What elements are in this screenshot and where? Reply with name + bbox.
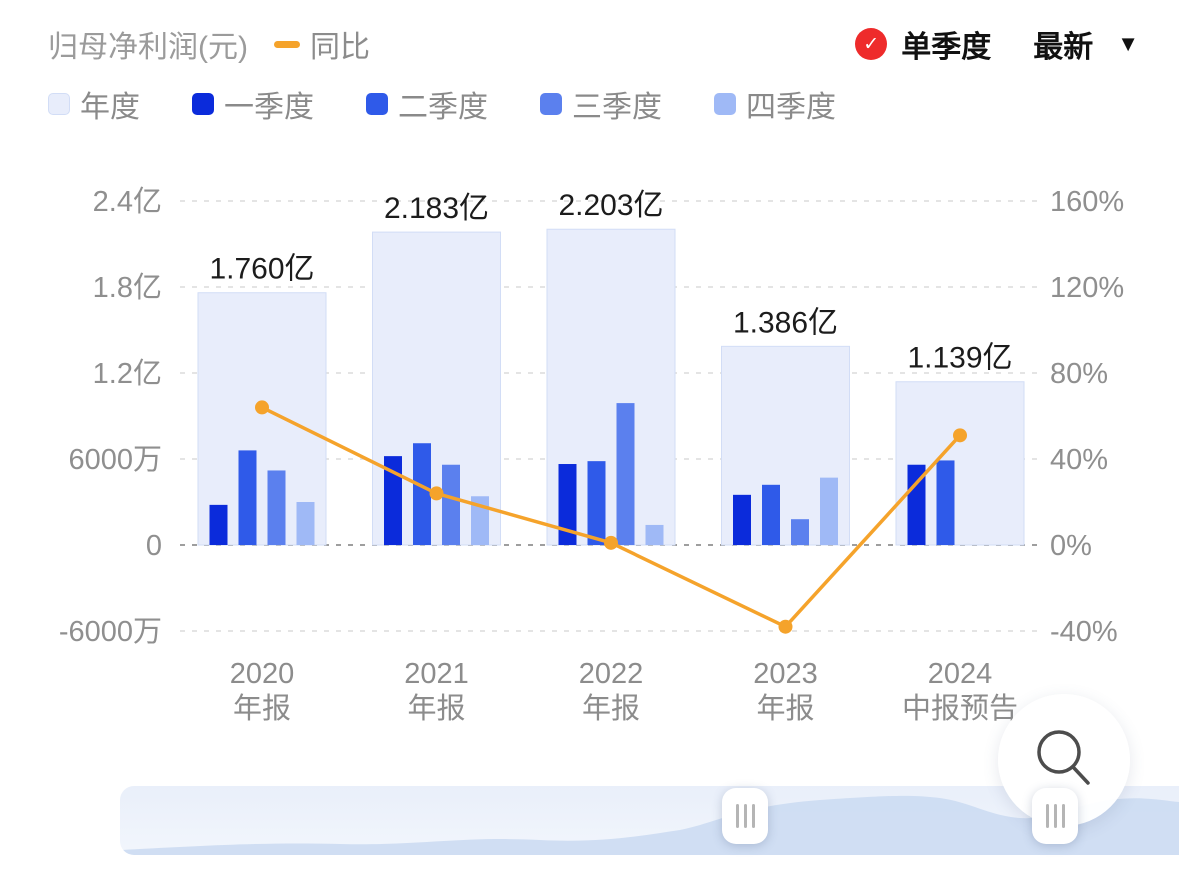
legend-item-q3[interactable]: 三季度 — [540, 82, 662, 126]
left-axis-tick-label: 1.2亿 — [93, 357, 162, 390]
x-axis-label-year: 2020 — [230, 658, 295, 690]
legend-item-q2[interactable]: 二季度 — [366, 82, 488, 126]
quarter-bar-q1[interactable] — [733, 494, 751, 545]
x-axis-label-period: 年报 — [233, 692, 291, 725]
yoy-line-point[interactable] — [953, 428, 967, 443]
right-axis-tick-label: 160% — [1050, 186, 1124, 218]
single-quarter-toggle[interactable]: 单季度 — [901, 31, 992, 64]
right-axis-tick-label: 80% — [1050, 358, 1108, 390]
left-axis-tick-label: 1.8亿 — [93, 271, 162, 304]
left-axis-tick-label: 0 — [146, 530, 162, 562]
x-axis-label-year: 2023 — [753, 658, 818, 690]
quarter-bar-q1[interactable] — [558, 464, 577, 545]
yoy-line-point[interactable] — [429, 486, 444, 501]
annual-value-label: 1.386亿 — [733, 306, 838, 339]
yoy-line-legend-dash-icon — [273, 40, 300, 48]
quarter-bar-q2[interactable] — [413, 443, 431, 545]
left-axis-tick-label: -6000万 — [59, 616, 162, 648]
legend-label: 年度 — [80, 91, 140, 124]
quarter-bar-q3[interactable] — [267, 470, 286, 545]
bar-legend-row: 年度 一季度 二季度 三季度 四季度 — [48, 82, 836, 126]
right-axis-tick-label: 120% — [1050, 272, 1124, 304]
x-axis-label-period: 年报 — [582, 692, 640, 725]
annual-value-label: 2.203亿 — [558, 189, 663, 222]
latest-selector[interactable]: 最新 — [1033, 31, 1094, 64]
legend-swatch-q4-icon — [714, 93, 736, 115]
annual-value-label: 2.183亿 — [384, 192, 489, 225]
legend-item-q1[interactable]: 一季度 — [192, 82, 314, 126]
annual-value-label: 1.760亿 — [209, 253, 314, 286]
left-axis-tick-label: 6000万 — [68, 444, 162, 476]
quarter-bar-q1[interactable] — [209, 504, 228, 545]
quarter-bar-q1[interactable] — [384, 456, 402, 545]
legend-swatch-q1-icon — [192, 93, 214, 115]
quarter-bar-q4[interactable] — [820, 477, 838, 545]
chart-header: 归母净利润(元) 同比 ✓ 单季度 最新 ▼ — [48, 22, 1139, 66]
quarter-bar-q4[interactable] — [645, 524, 664, 545]
legend-label: 一季度 — [224, 91, 314, 124]
x-axis-label-year: 2022 — [579, 658, 644, 690]
quarter-bar-q4[interactable] — [296, 502, 315, 545]
navigator-handle-right[interactable] — [1032, 788, 1078, 844]
quarter-bar-q3[interactable] — [791, 519, 809, 545]
legend-item-annual[interactable]: 年度 — [48, 82, 140, 126]
yoy-line-point[interactable] — [604, 535, 618, 550]
quarter-bar-q1[interactable] — [907, 464, 926, 545]
quarter-bar-q2[interactable] — [762, 484, 780, 545]
x-axis-label-period: 年报 — [407, 692, 465, 725]
yoy-line-legend: 同比 — [273, 22, 370, 66]
x-axis-label-year: 2024 — [928, 658, 993, 690]
legend-swatch-q2-icon — [366, 93, 388, 115]
yoy-line-point[interactable] — [255, 400, 269, 415]
right-axis-tick-label: 0% — [1050, 530, 1092, 562]
x-axis-label-period: 年报 — [756, 692, 814, 725]
navigator-handle-left[interactable] — [722, 788, 768, 844]
left-axis-tick-label: 2.4亿 — [93, 185, 162, 218]
quarter-bar-q3[interactable] — [442, 464, 460, 545]
search-icon — [1037, 730, 1090, 785]
quarter-bar-q2[interactable] — [238, 450, 257, 545]
legend-label: 三季度 — [572, 91, 662, 124]
navigator-area-preview — [120, 786, 1179, 855]
x-axis-label-period: 中报预告 — [902, 692, 1018, 725]
legend-item-q4[interactable]: 四季度 — [714, 82, 836, 126]
annual-value-label: 1.139亿 — [907, 342, 1012, 375]
legend-label: 四季度 — [746, 91, 836, 124]
quarter-bar-q3[interactable] — [616, 403, 635, 545]
header-controls: ✓ 单季度 最新 ▼ — [855, 22, 1139, 66]
right-axis-tick-label: -40% — [1050, 616, 1118, 648]
legend-label: 二季度 — [398, 91, 488, 124]
yoy-line-legend-label: 同比 — [309, 31, 370, 64]
dropdown-caret-icon[interactable]: ▼ — [1117, 31, 1139, 56]
right-axis-tick-label: 40% — [1050, 444, 1108, 476]
yoy-line-point[interactable] — [778, 619, 793, 634]
title-group: 归母净利润(元) 同比 — [48, 22, 370, 66]
chart-title: 归母净利润(元) — [48, 31, 248, 64]
legend-swatch-q3-icon — [540, 93, 562, 115]
quarter-bar-q2[interactable] — [587, 461, 606, 545]
chart-navigator-bar[interactable] — [120, 786, 1179, 855]
quarter-bar-q2[interactable] — [936, 460, 955, 545]
legend-swatch-annual-icon — [48, 93, 70, 115]
single-quarter-check-icon[interactable]: ✓ — [855, 28, 888, 60]
x-axis-label-year: 2021 — [404, 658, 469, 690]
